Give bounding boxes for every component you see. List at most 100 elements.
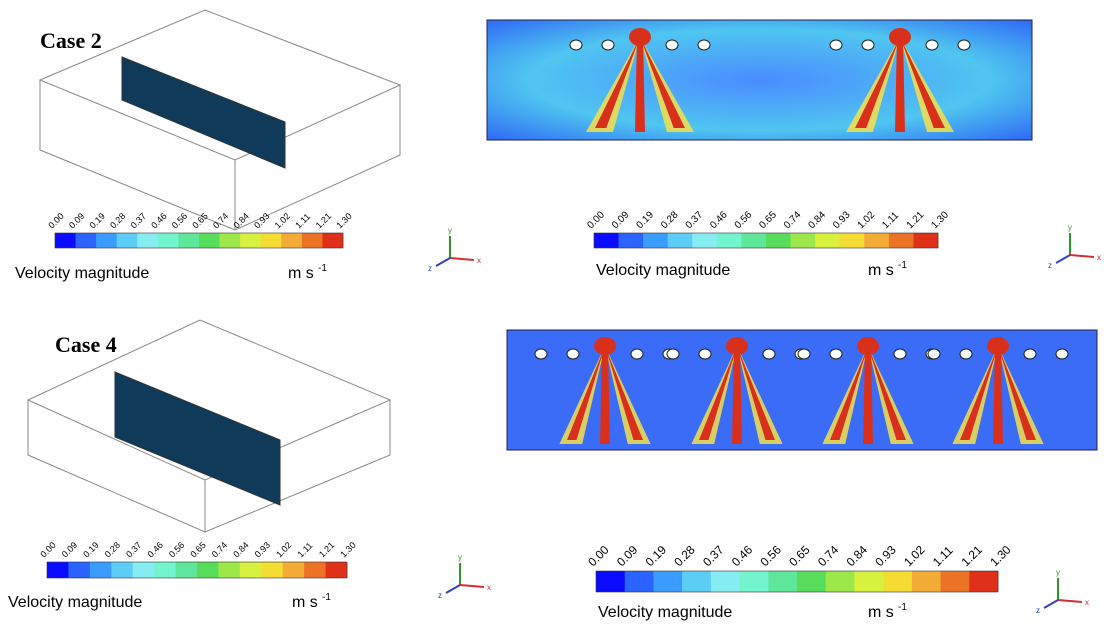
tick-label: 0.19 bbox=[634, 209, 656, 231]
axis-label: x bbox=[477, 256, 481, 265]
tick-label: 1.30 bbox=[334, 211, 353, 230]
colorbar-segment bbox=[281, 233, 302, 248]
axis-label: z bbox=[1048, 261, 1052, 270]
colorbar-segment bbox=[199, 233, 220, 248]
axis-label: x bbox=[487, 583, 491, 592]
colorbar-title: Velocity magnitude bbox=[598, 604, 732, 621]
contour-plot bbox=[487, 20, 1032, 140]
colorbar-segment bbox=[261, 562, 283, 578]
tick-label: 0.65 bbox=[757, 209, 779, 231]
colorbar-segment bbox=[668, 233, 693, 248]
axis-label: y bbox=[448, 226, 452, 235]
colorbar-segment bbox=[625, 571, 654, 592]
nozzle bbox=[726, 337, 748, 355]
colorbar-segment bbox=[283, 562, 305, 578]
axis-label: y bbox=[1056, 568, 1060, 577]
colorbar-segment bbox=[766, 233, 791, 248]
tick-label: 1.11 bbox=[930, 543, 956, 569]
colorbar-segment bbox=[76, 233, 97, 248]
colorbar-segment bbox=[111, 562, 133, 578]
hole bbox=[894, 349, 906, 359]
colorbar-segment bbox=[261, 233, 282, 248]
tick-label: 0.65 bbox=[190, 211, 209, 230]
axis-label: x bbox=[1097, 253, 1101, 262]
colorbar-segment bbox=[240, 562, 262, 578]
tick-label: 0.74 bbox=[211, 211, 230, 230]
case-label: Case 2 bbox=[40, 28, 102, 53]
hole bbox=[926, 40, 938, 50]
colorbar-segment bbox=[889, 233, 914, 248]
hole bbox=[798, 349, 810, 359]
colorbar-segment bbox=[883, 571, 912, 592]
colorbar-segment bbox=[55, 233, 76, 248]
colorbar-segment bbox=[133, 562, 155, 578]
tick-label: 0.37 bbox=[684, 209, 706, 231]
tick-label: 0.19 bbox=[81, 540, 100, 559]
hole bbox=[1056, 349, 1068, 359]
colorbar-segment bbox=[197, 562, 219, 578]
tick-label: 1.30 bbox=[338, 540, 357, 559]
hole bbox=[928, 349, 940, 359]
axis-z bbox=[1044, 600, 1058, 608]
axis-x bbox=[1058, 600, 1082, 602]
colorbar-title: Velocity magnitude bbox=[596, 262, 730, 279]
unit-exponent: -1 bbox=[322, 592, 331, 603]
tick-label: 0.56 bbox=[733, 209, 755, 231]
colorbar-segment bbox=[304, 562, 326, 578]
colorbar-segment bbox=[840, 233, 865, 248]
figure: Case 2 Case 4 0.000.090.190.280.370.460.… bbox=[0, 0, 1114, 631]
tick-label: 1.30 bbox=[987, 542, 1014, 569]
colorbar-segment bbox=[326, 562, 348, 578]
hole bbox=[830, 349, 842, 359]
unit: m s bbox=[868, 604, 894, 621]
tick-label: 0.74 bbox=[782, 209, 804, 231]
hole bbox=[602, 40, 614, 50]
nozzle bbox=[987, 337, 1009, 355]
tick-label: 0.93 bbox=[253, 540, 272, 559]
tick-label: 0.00 bbox=[38, 540, 57, 559]
colorbar-segment bbox=[864, 233, 889, 248]
axis-z bbox=[1056, 255, 1070, 263]
tick-label: 0.74 bbox=[815, 542, 842, 569]
tick-label: 1.02 bbox=[901, 542, 928, 569]
colorbar-segment bbox=[682, 571, 711, 592]
slice bbox=[122, 57, 285, 168]
colorbar-segment bbox=[854, 571, 883, 592]
hole bbox=[698, 40, 710, 50]
colorbar-segment bbox=[68, 562, 90, 578]
axis-label: y bbox=[1068, 223, 1072, 232]
tick-label: 1.02 bbox=[856, 209, 878, 231]
axis-z bbox=[436, 258, 450, 266]
tick-label: 0.46 bbox=[729, 542, 756, 569]
tick-label: 0.28 bbox=[659, 209, 681, 231]
hole bbox=[763, 349, 775, 359]
colorbar-segment bbox=[717, 233, 742, 248]
slice bbox=[115, 372, 280, 505]
hole bbox=[666, 40, 678, 50]
tick-label: 0.00 bbox=[585, 209, 607, 231]
colorbar-title: Velocity magnitude bbox=[15, 265, 149, 282]
hole bbox=[958, 40, 970, 50]
colorbar-segment bbox=[220, 233, 241, 248]
hole bbox=[699, 349, 711, 359]
nozzle bbox=[889, 28, 911, 46]
colorbar-segment bbox=[969, 571, 998, 592]
nozzle bbox=[857, 337, 879, 355]
tick-label: 0.84 bbox=[806, 209, 828, 231]
colorbar-segment bbox=[741, 233, 766, 248]
hole bbox=[535, 349, 547, 359]
colorbar-segment bbox=[178, 233, 199, 248]
colorbar-segment bbox=[322, 233, 343, 248]
tick-label: 0.56 bbox=[758, 542, 785, 569]
unit-exponent: -1 bbox=[898, 260, 907, 271]
colorbar-segment bbox=[913, 233, 938, 248]
tick-label: 0.28 bbox=[108, 211, 127, 230]
axis-z bbox=[446, 585, 460, 593]
tick-label: 0.84 bbox=[844, 542, 871, 569]
tick-label: 1.21 bbox=[905, 209, 927, 231]
tick-label: 1.21 bbox=[317, 540, 336, 559]
tick-label: 0.65 bbox=[188, 540, 207, 559]
axis-label: z bbox=[1036, 606, 1040, 615]
tick-label: 1.21 bbox=[959, 542, 986, 569]
colorbar-segment bbox=[653, 571, 682, 592]
